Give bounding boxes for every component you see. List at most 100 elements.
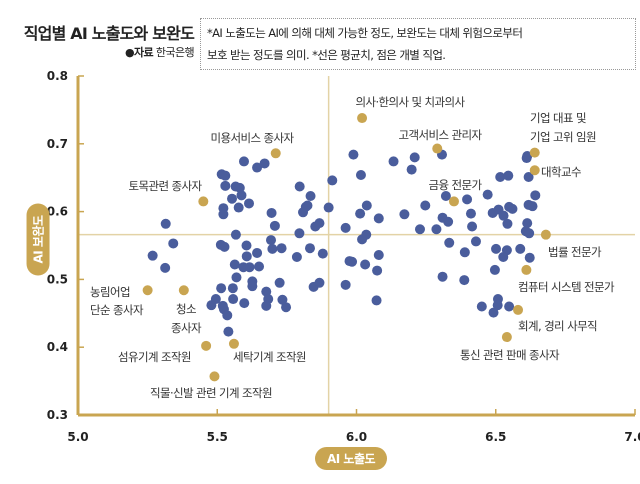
x-tick-label: 7.0 <box>624 430 640 444</box>
data-point <box>323 202 334 213</box>
data-point <box>431 224 442 235</box>
data-point <box>406 164 417 175</box>
highlighted-points <box>142 113 551 382</box>
data-point <box>269 220 280 231</box>
data-point <box>340 279 351 290</box>
y-tick-label: 0.5 <box>47 272 68 286</box>
data-point <box>294 181 305 192</box>
y-tick-label: 0.6 <box>47 205 68 219</box>
highlighted-point <box>178 285 189 296</box>
point-labels: 의사·한의사 및 치과의사 고객서비스 관리자 금융 전문가 기업 대표 및 기… <box>90 95 616 400</box>
data-point <box>440 191 451 202</box>
y-tick-label: 0.4 <box>47 340 68 354</box>
data-point <box>247 281 258 292</box>
label-civil: 토목관련 종사자 <box>129 179 203 193</box>
data-point <box>281 302 292 313</box>
data-point <box>482 189 493 200</box>
data-point <box>233 202 244 213</box>
data-point <box>317 248 328 259</box>
data-point <box>361 200 372 211</box>
data-point <box>220 180 231 191</box>
data-point <box>227 283 238 294</box>
data-point <box>298 207 309 218</box>
highlighted-point <box>501 332 512 343</box>
highlighted-point <box>529 147 540 158</box>
label-cleaning-1: 청소 <box>176 302 196 316</box>
x-tick-label: 6.5 <box>485 430 506 444</box>
data-point <box>373 249 384 260</box>
data-point <box>252 247 263 258</box>
data-point <box>243 198 254 209</box>
data-point <box>414 224 425 235</box>
data-point <box>502 218 513 229</box>
data-point <box>220 170 231 181</box>
data-point <box>470 236 481 247</box>
data-point <box>355 169 366 180</box>
note-line-1: *AI 노출도는 AI에 의해 대체 가능한 정도, 보완도는 대체 위험으로부… <box>207 26 523 40</box>
data-point <box>371 295 382 306</box>
data-point <box>241 251 252 262</box>
x-axis-label: AI 노출도 <box>315 447 388 470</box>
label-laundry: 세탁기계 조작원 <box>233 350 306 364</box>
label-executive-1: 기업 대표 및 <box>530 111 586 125</box>
data-point <box>443 216 454 227</box>
data-point <box>462 194 473 205</box>
highlighted-point <box>513 304 524 315</box>
data-point <box>147 250 158 261</box>
highlighted-point <box>448 196 459 207</box>
data-point <box>222 310 233 321</box>
chart-note: *AI 노출도는 AI에 의해 대체 가능한 정도, 보완도는 대체 위험으로부… <box>200 18 636 70</box>
data-point <box>276 243 287 254</box>
data-point <box>244 262 255 273</box>
data-point <box>227 193 238 204</box>
label-finance: 금융 전문가 <box>429 178 483 192</box>
data-point <box>239 298 250 309</box>
data-point <box>228 294 239 305</box>
data-point <box>241 240 252 251</box>
data-point <box>527 201 538 212</box>
x-tick-label: 6.0 <box>346 430 367 444</box>
label-professor: 대학교수 <box>541 165 581 179</box>
y-tick-label: 0.7 <box>47 137 68 151</box>
source-value: 한국은행 <box>155 46 195 59</box>
data-point <box>252 162 263 173</box>
source-credit: ●자료 한국은행 <box>124 44 195 60</box>
label-executive-2: 기업 고위 임원 <box>530 130 596 144</box>
highlighted-point <box>142 285 153 296</box>
data-point <box>467 221 478 232</box>
data-point <box>360 259 371 270</box>
data-point <box>305 191 316 202</box>
highlighted-point <box>529 165 540 176</box>
data-point <box>524 252 535 263</box>
data-point <box>291 252 302 263</box>
data-point <box>219 241 230 252</box>
data-point <box>530 190 541 201</box>
data-point <box>230 229 241 240</box>
data-point <box>238 156 249 167</box>
highlighted-point <box>228 338 239 349</box>
label-fabric-shoe: 직물·신발 관련 기계 조작원 <box>150 386 272 400</box>
data-point <box>373 213 384 224</box>
data-point <box>304 243 315 254</box>
highlighted-point <box>432 143 443 154</box>
data-point <box>357 234 368 245</box>
label-computer: 컴퓨터 시스템 전문가 <box>518 280 615 294</box>
data-point <box>476 301 487 312</box>
axes: 0.3 0.4 0.5 0.6 0.7 0.8 5.0 5.5 6.0 6.5 7.0 <box>47 69 640 444</box>
data-point <box>409 152 420 163</box>
y-tick-label: 0.8 <box>47 69 68 83</box>
data-point <box>459 247 470 258</box>
data-point <box>524 228 535 239</box>
data-point <box>459 275 470 286</box>
data-point <box>522 218 533 229</box>
data-point <box>355 208 366 219</box>
highlighted-point <box>521 264 532 275</box>
x-tick-label: 5.5 <box>207 430 228 444</box>
data-point <box>160 218 171 229</box>
label-legal: 법률 전문가 <box>548 245 602 259</box>
source-label: 자료 <box>133 46 154 59</box>
label-customer-service: 고객서비스 관리자 <box>399 128 483 142</box>
data-point <box>347 256 358 267</box>
source-bullet: ● <box>124 46 135 59</box>
